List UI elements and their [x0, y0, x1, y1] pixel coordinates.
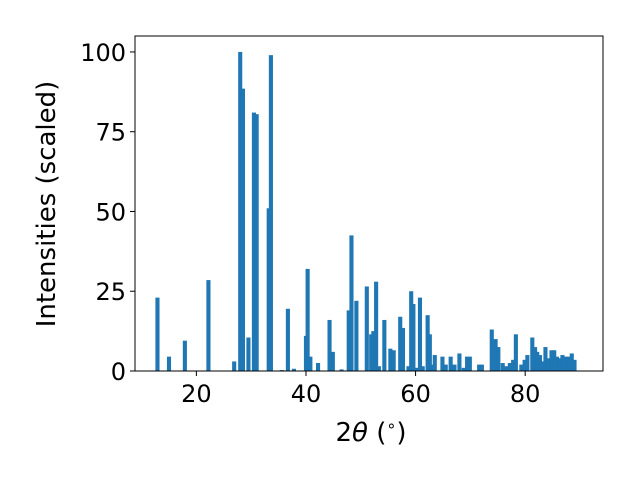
bar — [493, 339, 498, 371]
bar — [532, 347, 538, 371]
bar — [430, 364, 435, 371]
bar — [417, 297, 423, 371]
bar — [268, 55, 273, 371]
bar — [369, 334, 374, 371]
bar — [504, 366, 509, 371]
bar — [530, 337, 535, 371]
bar — [549, 350, 554, 371]
bar — [391, 350, 396, 371]
bar — [546, 358, 551, 371]
plot-frame — [134, 35, 604, 372]
bar — [479, 364, 484, 371]
y-tick-label: 50 — [95, 198, 126, 226]
bar — [354, 300, 359, 371]
bar — [330, 351, 335, 371]
x-tick-label: 20 — [181, 380, 212, 408]
axis-ticks: 20 40 60 80 0 25 50 75 100 — [80, 39, 540, 408]
bar — [166, 356, 172, 371]
y-tick-label: 100 — [80, 39, 126, 67]
bar — [448, 356, 453, 371]
y-tick-label: 25 — [95, 278, 126, 306]
bar — [420, 366, 425, 371]
bar — [507, 363, 512, 371]
bar — [339, 369, 344, 371]
bar — [432, 355, 437, 371]
bar — [364, 286, 369, 371]
bar — [461, 367, 466, 371]
x-tick-label: 80 — [510, 380, 541, 408]
bar — [374, 281, 379, 371]
bar — [308, 356, 313, 371]
bar — [443, 364, 448, 371]
y-tick-label: 75 — [95, 119, 126, 147]
bar — [477, 364, 482, 371]
bar — [238, 51, 243, 371]
bar — [305, 268, 310, 371]
bar — [406, 366, 411, 371]
bar — [155, 297, 160, 371]
bar — [415, 367, 420, 371]
bar — [291, 368, 296, 371]
bar — [511, 359, 516, 371]
bar — [552, 350, 557, 371]
bar — [182, 340, 187, 371]
bar — [425, 315, 430, 371]
bar — [467, 356, 472, 371]
bar — [315, 363, 321, 371]
bar — [537, 355, 543, 371]
bar — [400, 327, 406, 371]
bar — [563, 356, 568, 371]
bar — [206, 280, 211, 371]
bar — [540, 361, 545, 371]
bar — [543, 347, 548, 371]
bar — [285, 308, 290, 371]
bar — [525, 355, 530, 371]
bar — [232, 361, 237, 371]
bar — [519, 364, 524, 371]
bar — [246, 337, 251, 371]
bar — [572, 359, 577, 371]
bar — [513, 334, 518, 371]
bar — [371, 331, 376, 371]
bar — [411, 304, 416, 371]
bar — [554, 356, 560, 371]
bar — [240, 88, 246, 371]
x-tick-label: 40 — [291, 380, 322, 408]
x-tick-label: 60 — [400, 380, 431, 408]
bar — [254, 114, 259, 372]
bar — [440, 356, 445, 371]
bar — [560, 355, 565, 371]
bar — [496, 347, 501, 371]
bar — [376, 366, 381, 371]
bar — [465, 356, 470, 371]
bar — [346, 310, 351, 371]
bar — [569, 353, 574, 371]
y-axis-label: Intensities (scaled) — [32, 81, 62, 328]
y-tick-label: 0 — [111, 358, 126, 386]
bar — [398, 316, 403, 371]
bar — [457, 353, 462, 371]
bar — [522, 359, 527, 371]
x-axis-label: 2θ (∘) — [335, 416, 406, 448]
bar — [557, 358, 562, 371]
bar — [409, 291, 414, 371]
bar — [382, 319, 387, 371]
bar — [427, 334, 432, 371]
bar — [452, 364, 457, 371]
bar — [535, 351, 540, 371]
bar — [489, 329, 494, 371]
bar-series — [155, 51, 577, 372]
bar — [349, 235, 354, 371]
bar — [327, 319, 332, 371]
bar — [251, 112, 256, 371]
bar — [566, 356, 571, 371]
bar — [266, 208, 271, 371]
bar — [388, 348, 393, 371]
bar — [500, 363, 505, 371]
